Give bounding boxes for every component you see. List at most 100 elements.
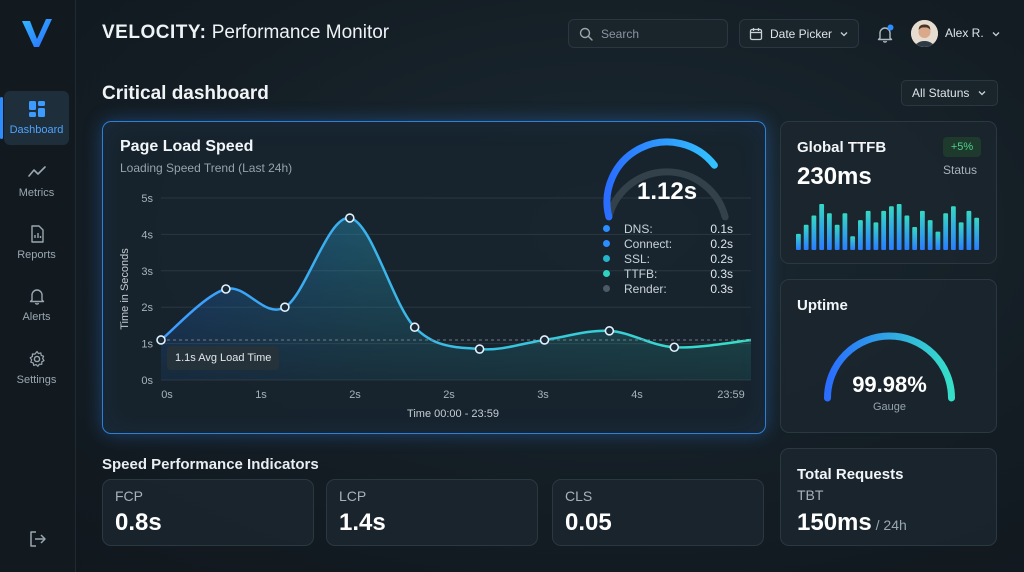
ttfb-bar	[881, 210, 887, 250]
x-axis-label: Time 00:00 - 23:59	[407, 408, 499, 420]
indicator-value: 0.05	[565, 509, 612, 536]
ttfb-bar	[896, 204, 902, 250]
breakdown-row: DNS: 0.1s	[603, 221, 733, 236]
gauge-track	[605, 168, 729, 221]
velocity-logo[interactable]	[20, 17, 54, 49]
y-axis-label: Time in Seconds	[119, 248, 131, 330]
ttfb-bar	[803, 224, 809, 250]
data-point	[280, 302, 290, 312]
data-point	[604, 326, 615, 336]
tbt-unit: / 24h	[871, 517, 907, 533]
indicator-card-fcp: FCP 0.8s	[102, 479, 314, 546]
search-icon	[579, 27, 593, 41]
x-tick-label: 4s	[631, 389, 643, 401]
data-point	[539, 335, 550, 345]
notification-bell-icon[interactable]	[875, 24, 895, 44]
ttfb-bar	[889, 206, 894, 250]
indicator-label: CLS	[565, 488, 593, 504]
x-tick-label: 2s	[443, 389, 455, 401]
tbt-label: TBT	[797, 487, 824, 503]
page-title: Critical dashboard	[102, 83, 269, 104]
ttfb-bar-chart	[796, 204, 980, 250]
bell-icon	[29, 289, 44, 305]
ttfb-bar	[927, 220, 933, 250]
load-speed-chart[interactable]: 0s 1s 2s 3s 4s 5s 0s 1s 2s 2s 3s 4s 23:59 Time in Sec…	[103, 122, 767, 435]
chevron-down-icon	[992, 31, 1000, 37]
breakdown-value: 0.2s	[710, 236, 733, 251]
calendar-icon	[749, 27, 763, 40]
card-title: Global TTFB	[797, 139, 887, 156]
avatar-image	[911, 20, 938, 47]
search-input[interactable]	[601, 26, 719, 41]
ttfb-bar	[974, 217, 980, 250]
status-filter-dropdown[interactable]: All Statuns	[901, 80, 998, 106]
sidebar-item-label: Dashboard	[9, 124, 64, 136]
app-brand: VELOCITY:	[102, 22, 207, 43]
sidebar: Dashboard Metrics Reports Alerts Setting…	[0, 0, 76, 572]
ttfb-bar	[834, 224, 840, 250]
reports-icon	[30, 225, 44, 243]
y-tick-label: 3s	[141, 266, 153, 278]
indicator-label: LCP	[339, 488, 367, 504]
change-badge: +5%	[943, 137, 981, 157]
ttfb-bar	[873, 222, 879, 250]
sidebar-item-metrics[interactable]: Metrics	[4, 154, 69, 208]
ttfb-bar	[966, 210, 972, 250]
tbt-value: 150ms	[797, 509, 872, 536]
notification-dot	[887, 24, 894, 31]
sidebar-item-settings[interactable]: Settings	[4, 341, 69, 395]
uptime-value: 99.98%	[852, 372, 927, 397]
sidebar-item-reports[interactable]: Reports	[4, 216, 69, 270]
breakdown-label: SSL:	[624, 251, 651, 266]
legend-dot	[603, 270, 610, 277]
ttfb-bar	[943, 213, 949, 250]
breakdown-value: 0.2s	[710, 251, 733, 266]
ttfb-bar	[827, 213, 832, 250]
indicators-title: Speed Performance Indicators	[102, 456, 319, 473]
data-point	[409, 322, 420, 333]
sidebar-item-alerts[interactable]: Alerts	[4, 278, 69, 332]
ttfb-bar	[935, 231, 941, 250]
breakdown-row: TTFB: 0.3s	[603, 266, 733, 281]
ttfb-bar	[904, 215, 910, 250]
legend-dot	[603, 225, 610, 232]
ttfb-bar	[951, 206, 956, 250]
tbt-value-row: 150ms / 24h	[797, 509, 907, 537]
x-tick-label: 3s	[537, 389, 549, 401]
user-name: Alex R.	[945, 26, 984, 40]
status-label: Status	[943, 163, 978, 177]
ttfb-bar	[819, 204, 825, 250]
metrics-icon	[27, 166, 46, 177]
x-tick-label: 1s	[255, 389, 267, 401]
card-title: Total Requests	[797, 466, 904, 483]
search-box[interactable]	[568, 19, 728, 48]
ttfb-bar	[858, 220, 863, 250]
breakdown-row: Connect: 0.2s	[603, 236, 733, 251]
card-title: Uptime	[797, 297, 848, 314]
total-requests-card: Total Requests TBT 150ms / 24h	[780, 448, 997, 546]
ttfb-bar	[920, 210, 925, 250]
breakdown-label: DNS:	[624, 221, 653, 236]
chevron-down-icon	[978, 91, 986, 96]
y-tick-label: 0s	[141, 375, 153, 387]
series-line	[160, 216, 752, 351]
uptime-gauge	[824, 332, 955, 402]
breakdown-value: 0.3s	[710, 281, 733, 296]
ttfb-bar	[850, 236, 856, 250]
ttfb-bar	[958, 222, 964, 250]
load-gauge-value: 1.12s	[637, 178, 698, 205]
date-picker[interactable]: Date Picker	[739, 19, 859, 48]
indicator-card-lcp: LCP 1.4s	[326, 479, 538, 546]
x-tick-label: 23:59	[717, 389, 745, 401]
uptime-gauge-fill	[824, 332, 955, 402]
logout-icon[interactable]	[28, 529, 48, 549]
breakdown-row: Render: 0.3s	[603, 281, 733, 296]
sidebar-item-dashboard[interactable]: Dashboard	[0, 91, 69, 145]
legend-dot	[603, 255, 610, 262]
sidebar-item-label: Metrics	[18, 187, 55, 199]
avatar[interactable]	[911, 20, 938, 47]
user-menu[interactable]: Alex R.	[945, 26, 1001, 40]
ttfb-bar	[811, 215, 817, 250]
indicator-value: 0.8s	[115, 509, 162, 536]
legend-dot	[603, 240, 610, 247]
